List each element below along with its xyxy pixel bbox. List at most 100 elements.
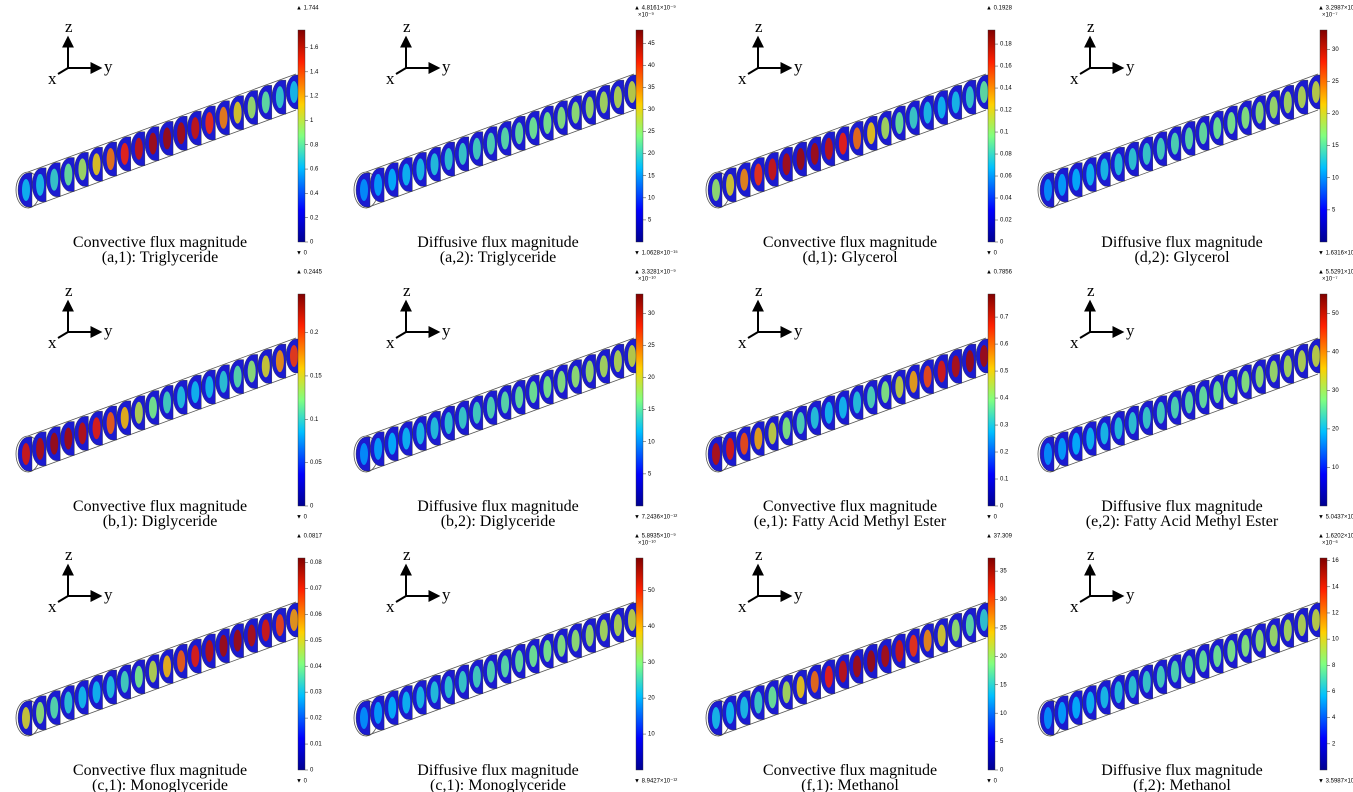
colorbar-tick-label: 0.1 bbox=[1000, 477, 1009, 483]
slice-core bbox=[374, 702, 382, 724]
slice-core bbox=[1199, 650, 1207, 672]
colorbar-min: ▼ 0 bbox=[986, 251, 998, 257]
slice-core bbox=[276, 350, 284, 372]
colorbar-tick-label: 0 bbox=[1000, 768, 1004, 774]
slice-core bbox=[952, 619, 960, 641]
slice-core bbox=[416, 422, 424, 444]
slice-core bbox=[473, 666, 481, 688]
colorbar-tick-label: 5 bbox=[1332, 207, 1336, 213]
colorbar-tick-label: 10 bbox=[648, 439, 655, 445]
colorbar-tick-label: 0.6 bbox=[1000, 342, 1009, 348]
colorbar-tick-label: 25 bbox=[648, 129, 655, 135]
axis-arrow bbox=[58, 68, 68, 74]
slice-core bbox=[388, 697, 396, 719]
slice-core bbox=[825, 402, 833, 424]
caption: (c,1): Monoglyceride bbox=[92, 777, 228, 792]
colorbar-tick-label: 35 bbox=[1000, 569, 1007, 575]
colorbar-tick-label: 4 bbox=[1332, 715, 1336, 721]
slice-core bbox=[1256, 366, 1264, 388]
colorbar bbox=[988, 294, 995, 506]
slice-core bbox=[50, 169, 58, 191]
slice-core bbox=[459, 143, 467, 165]
slice-core bbox=[191, 117, 199, 139]
slice-core bbox=[107, 676, 115, 698]
slice-core bbox=[374, 438, 382, 460]
colorbar-min: ▼ 0 bbox=[296, 251, 308, 257]
slice-core bbox=[515, 386, 523, 408]
axis-label: z bbox=[1087, 17, 1095, 36]
colorbar-tick-label: 1.4 bbox=[310, 69, 319, 75]
colorbar-tick-label: 35 bbox=[648, 85, 655, 91]
colorbar-tick-label: 10 bbox=[648, 732, 655, 738]
slice-core bbox=[1129, 412, 1137, 434]
axis-arrow bbox=[58, 332, 68, 338]
slice-core bbox=[360, 179, 368, 201]
colorbar-tick-label: 40 bbox=[648, 63, 655, 69]
slice-core bbox=[839, 133, 847, 155]
panel: zxy▲ 0.1928▼ 000.020.040.060.080.10.120.… bbox=[706, 6, 1013, 266]
colorbar-exponent: ×10⁻⁷ bbox=[1322, 276, 1338, 283]
axis-label: x bbox=[386, 597, 395, 616]
slice-core bbox=[1241, 371, 1249, 393]
slice-core bbox=[1270, 96, 1278, 118]
slice-core bbox=[248, 624, 256, 646]
colorbar-tick-label: 20 bbox=[1332, 426, 1339, 432]
slice-core bbox=[628, 345, 636, 367]
axis-label: x bbox=[1070, 597, 1079, 616]
axis-arrow bbox=[1080, 596, 1090, 602]
colorbar-tick-label: 0.6 bbox=[310, 167, 319, 173]
axis-label: x bbox=[738, 333, 747, 352]
slice-core bbox=[135, 402, 143, 424]
slice-core bbox=[1157, 666, 1165, 688]
slice-core bbox=[797, 412, 805, 434]
slice-core bbox=[1143, 407, 1151, 429]
colorbar-tick-label: 1.2 bbox=[310, 94, 319, 100]
colorbar-tick-label: 10 bbox=[1332, 637, 1339, 643]
panel: zxy▲ 5.8935×10⁻⁹×10⁻¹⁰▼ 8.9427×10⁻¹²1020… bbox=[354, 533, 677, 792]
slice-core bbox=[881, 381, 889, 403]
panel: zxy▲ 4.8161×10⁻⁹×10⁻⁹▼ 1.0628×10⁻¹⁵51015… bbox=[354, 5, 678, 266]
colorbar-tick-label: 5 bbox=[1000, 739, 1004, 745]
axis-arrow bbox=[748, 596, 758, 602]
colorbar-tick-label: 25 bbox=[1332, 79, 1339, 85]
slice-core bbox=[881, 117, 889, 139]
slice-core bbox=[768, 158, 776, 180]
slice-core bbox=[22, 707, 30, 729]
slice-core bbox=[515, 122, 523, 144]
colorbar-max: ▲ 37.309 bbox=[986, 534, 1013, 540]
slice-core bbox=[149, 133, 157, 155]
slice-core bbox=[557, 107, 565, 129]
slice-core bbox=[487, 397, 495, 419]
slice-core bbox=[1044, 443, 1052, 465]
slice-core bbox=[1171, 661, 1179, 683]
slice-core bbox=[276, 86, 284, 108]
colorbar-tick-label: 0.05 bbox=[310, 460, 322, 466]
slice-core bbox=[191, 645, 199, 667]
slice-core bbox=[614, 614, 622, 636]
colorbar-min: ▼ 0 bbox=[296, 779, 308, 785]
colorbar-tick-label: 30 bbox=[1332, 47, 1339, 53]
colorbar-exponent: ×10⁻⁷ bbox=[1322, 12, 1338, 19]
slice-core bbox=[135, 138, 143, 160]
colorbar-tick-label: 40 bbox=[1332, 349, 1339, 355]
colorbar-tick-label: 0.07 bbox=[310, 586, 322, 592]
slice-core bbox=[290, 345, 298, 367]
colorbar-tick-label: 0.3 bbox=[1000, 423, 1009, 429]
colorbar-tick-label: 1 bbox=[310, 118, 314, 124]
colorbar bbox=[988, 30, 995, 242]
slice-core bbox=[1086, 428, 1094, 450]
slice-core bbox=[205, 640, 213, 662]
colorbar-tick-label: 20 bbox=[648, 375, 655, 381]
slice-core bbox=[473, 402, 481, 424]
slice-core bbox=[572, 102, 580, 124]
slice-core bbox=[1185, 391, 1193, 413]
panel: zxy▲ 0.0817▼ 000.010.020.030.040.050.060… bbox=[16, 534, 323, 792]
slice-core bbox=[867, 122, 875, 144]
colorbar-tick-label: 0.04 bbox=[1000, 196, 1012, 202]
caption: (a,2): Triglyceride bbox=[440, 249, 556, 266]
slice-core bbox=[219, 371, 227, 393]
slice-core bbox=[1270, 624, 1278, 646]
colorbar-tick-label: 0.12 bbox=[1000, 108, 1012, 114]
slice-core bbox=[1227, 112, 1235, 134]
colorbar-tick-label: 0.2 bbox=[1000, 450, 1009, 456]
